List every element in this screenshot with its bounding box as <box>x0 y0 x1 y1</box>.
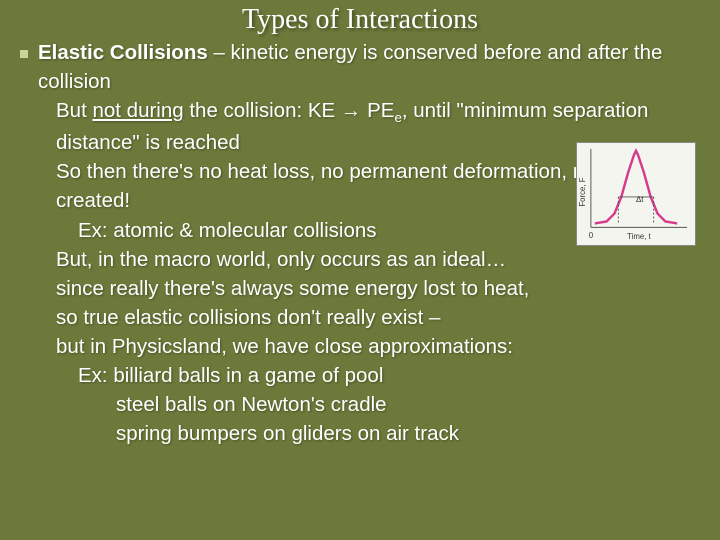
bullet-icon <box>20 50 28 58</box>
chart-svg: Δt Force, F Time, t 0 <box>577 143 695 245</box>
line-ex-steel: steel balls on Newton's cradle <box>38 390 700 419</box>
arrow-icon: → <box>341 99 362 122</box>
y-label: Force, F <box>578 177 587 206</box>
txt-after1: the collision: KE <box>184 99 341 122</box>
txt-but: But <box>56 99 92 122</box>
line-macro: But, in the macro world, only occurs as … <box>38 245 700 274</box>
delta-label: Δt <box>636 195 644 204</box>
force-time-chart: Δt Force, F Time, t 0 <box>576 142 696 246</box>
line-sotrue: so true elastic collisions don't really … <box>38 303 700 332</box>
line-physicsland: but in Physicsland, we have close approx… <box>38 332 700 361</box>
slide: Types of Interactions Elastic Collisions… <box>0 0 720 540</box>
txt-pe: PE <box>361 99 394 122</box>
txt-notduring: not during <box>92 99 183 122</box>
page-title: Types of Interactions <box>20 4 700 36</box>
heading-line: Elastic Collisions – kinetic energy is c… <box>38 38 700 96</box>
x-label: Time, t <box>627 232 651 241</box>
line-ex-billiard: Ex: billiard balls in a game of pool <box>38 361 700 390</box>
heading-bold: Elastic Collisions <box>38 41 208 64</box>
origin-label: 0 <box>589 231 594 240</box>
line-since: since really there's always some energy … <box>38 274 700 303</box>
txt-pesub: e <box>394 110 401 125</box>
line-ex-spring: spring bumpers on gliders on air track <box>38 419 700 448</box>
